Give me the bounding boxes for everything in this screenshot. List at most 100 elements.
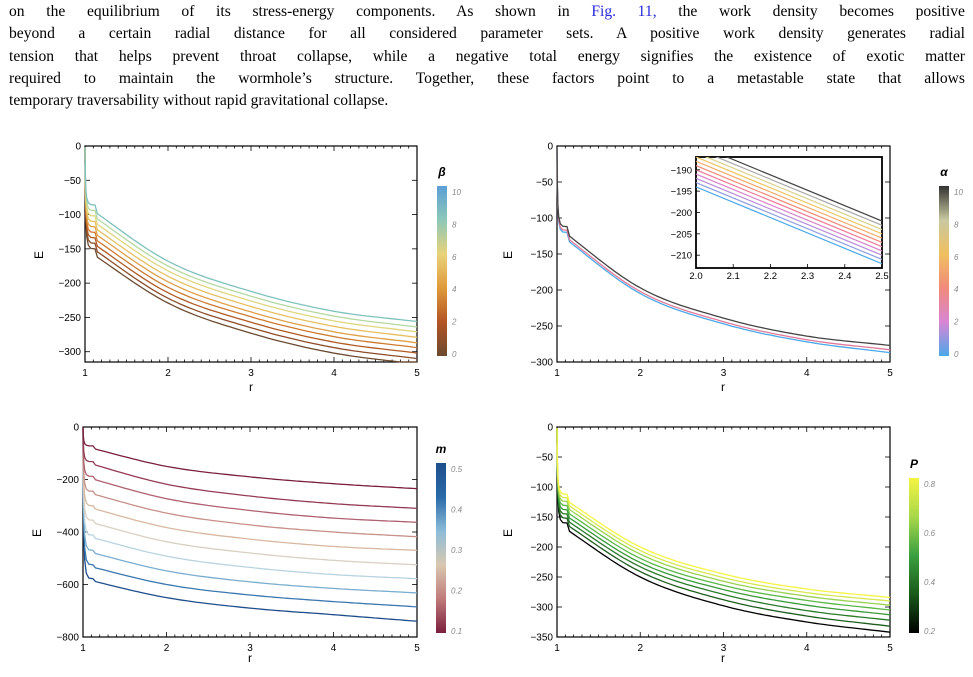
y-tick-label: 0 bbox=[75, 142, 81, 153]
inset-series-line bbox=[696, 173, 882, 252]
x-axis-label: r bbox=[249, 380, 253, 394]
inset-series-line bbox=[696, 160, 882, 239]
inset-y-tick-label: −195 bbox=[671, 187, 692, 198]
x-tick-label: 4 bbox=[331, 368, 337, 379]
y-tick-label: −100 bbox=[530, 214, 553, 225]
y-tick-label: −200 bbox=[58, 279, 81, 290]
inset-y-tick-label: −210 bbox=[671, 251, 692, 262]
colorbar-tick-label: 0.6 bbox=[924, 529, 936, 538]
paragraph-line: temporary traversability without rapid g… bbox=[9, 92, 389, 110]
x-tick-label: 2 bbox=[165, 368, 171, 379]
y-axis-label: E bbox=[32, 251, 46, 259]
y-tick-label: −50 bbox=[536, 178, 553, 189]
y-tick-label: −300 bbox=[530, 603, 553, 614]
series-line bbox=[84, 147, 418, 338]
x-axis-label: r bbox=[721, 651, 725, 665]
inset-x-tick-label: 2.3 bbox=[801, 271, 814, 282]
x-tick-label: 4 bbox=[804, 643, 810, 654]
inset-plot: 2.0 2.1 2.2 2.3 2.4 2.5 −190 −195 −200 −205 −210 bbox=[671, 156, 889, 282]
inset-series-line bbox=[715, 157, 882, 226]
y-tick-label: 0 bbox=[547, 142, 553, 153]
series-line bbox=[556, 428, 891, 633]
inset-series-line bbox=[696, 177, 882, 256]
x-tick-label: 2 bbox=[164, 643, 170, 654]
x-axis-label: r bbox=[721, 380, 725, 394]
colorbar-tick-label: 10 bbox=[452, 188, 461, 197]
x-tick-label: 5 bbox=[887, 368, 893, 379]
y-tick-label: −200 bbox=[530, 286, 553, 297]
colorbar-tick-label: 6 bbox=[954, 253, 959, 262]
series-line bbox=[556, 428, 891, 611]
colorbar-tick-label: 0 bbox=[954, 350, 959, 359]
y-tick-label: −300 bbox=[530, 358, 553, 369]
x-tick-label: 2 bbox=[637, 368, 643, 379]
figure-reference-link[interactable]: Fig. 11, bbox=[591, 3, 657, 20]
colorbar-tick-label: 4 bbox=[954, 285, 959, 294]
x-tick-label: 1 bbox=[80, 643, 86, 654]
series-line bbox=[84, 147, 418, 354]
y-tick-label: 0 bbox=[73, 423, 79, 434]
series-line bbox=[556, 428, 891, 606]
series-line bbox=[84, 147, 418, 349]
series-line bbox=[556, 428, 891, 602]
x-tick-label: 2 bbox=[637, 643, 643, 654]
colorbar-tick-label: 0 bbox=[452, 350, 457, 359]
y-tick-label: −250 bbox=[530, 573, 553, 584]
body-paragraph: on the equilibrium of its stress-energy … bbox=[9, 1, 965, 112]
colorbar-tick-label: 0.2 bbox=[924, 627, 936, 636]
y-axis-label: E bbox=[30, 529, 44, 537]
series-line bbox=[82, 427, 418, 523]
colorbar-tick-label: 6 bbox=[452, 253, 457, 262]
colorbar-title: α bbox=[940, 165, 948, 179]
colorbar-tick-label: 0.8 bbox=[924, 480, 936, 489]
x-tick-label: 1 bbox=[554, 643, 560, 654]
colorbar-tick-label: 8 bbox=[954, 220, 959, 229]
inset-lines bbox=[696, 157, 882, 265]
x-tick-label: 5 bbox=[887, 643, 893, 654]
y-tick-label: −250 bbox=[530, 322, 553, 333]
series-line bbox=[556, 147, 891, 351]
series-line bbox=[82, 428, 418, 622]
x-tick-label: 3 bbox=[721, 643, 727, 654]
inset-series-line bbox=[696, 186, 882, 265]
colorbar-tick-label: 2 bbox=[953, 318, 959, 327]
x-tick-label: 1 bbox=[554, 368, 560, 379]
y-axis-label: E bbox=[501, 251, 515, 259]
y-tick-label: −300 bbox=[58, 347, 81, 358]
series-line bbox=[84, 147, 418, 328]
series-line bbox=[82, 428, 418, 566]
colorbar bbox=[909, 478, 919, 633]
x-tick-label: 1 bbox=[82, 368, 88, 379]
series-line bbox=[82, 428, 418, 538]
y-tick-label: −50 bbox=[64, 176, 81, 187]
series-line bbox=[82, 428, 418, 594]
y-tick-label: −150 bbox=[58, 244, 81, 255]
inset-x-tick-label: 2.2 bbox=[764, 271, 777, 282]
series-line bbox=[84, 147, 418, 323]
series-line bbox=[84, 148, 417, 363]
colorbar-tick-label: 0.4 bbox=[924, 578, 936, 587]
x-tick-label: 5 bbox=[414, 368, 420, 379]
inset-series-line bbox=[696, 157, 882, 235]
y-tick-label: −150 bbox=[530, 250, 553, 261]
inset-x-tick-label: 2.0 bbox=[689, 271, 702, 282]
series-line bbox=[556, 147, 891, 354]
colorbar-tick-label: 8 bbox=[452, 220, 457, 229]
colorbar-tick-label: 0.4 bbox=[451, 506, 463, 515]
series-line bbox=[556, 428, 891, 627]
series-line bbox=[84, 147, 418, 360]
colorbar-tick-label: 0.3 bbox=[451, 546, 463, 555]
y-tick-label: −400 bbox=[56, 528, 79, 539]
series-line bbox=[82, 428, 418, 608]
series-line bbox=[556, 428, 891, 621]
series-line bbox=[82, 428, 418, 580]
inset-series-line bbox=[725, 157, 882, 222]
colorbar-tick-label: 0.1 bbox=[451, 627, 462, 636]
chart-panel-1: 1 2 3 4 5 0 −50 −100 −150 −200 −250 −300 r Eβ 0 2 4 6 8 10 bbox=[32, 142, 461, 395]
colorbar-tick-label: 0.5 bbox=[451, 465, 463, 474]
inset-y-tick-label: −200 bbox=[671, 208, 692, 219]
paragraph-line: required to maintain the wormhole’s stru… bbox=[9, 69, 965, 87]
colorbar-title: β bbox=[437, 165, 446, 179]
inset-x-tick-label: 2.4 bbox=[838, 271, 851, 282]
